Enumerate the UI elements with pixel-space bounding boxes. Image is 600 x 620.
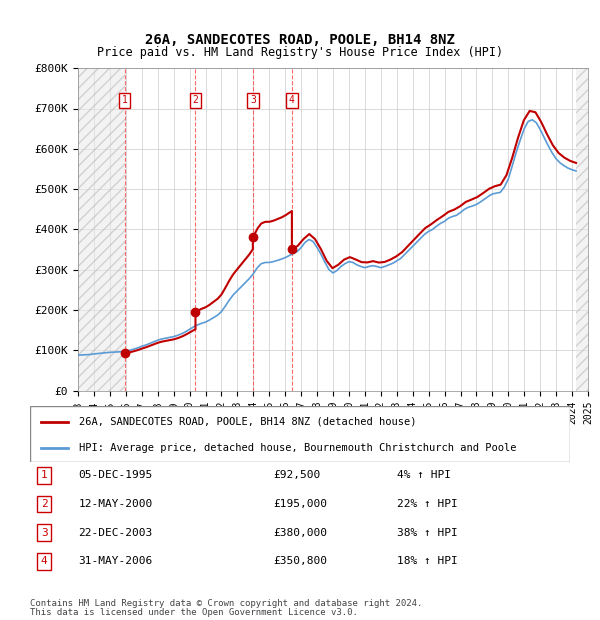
Text: 4: 4: [41, 556, 47, 566]
Text: 22-DEC-2003: 22-DEC-2003: [79, 528, 153, 538]
Text: This data is licensed under the Open Government Licence v3.0.: This data is licensed under the Open Gov…: [30, 608, 358, 617]
Text: £350,800: £350,800: [273, 556, 327, 566]
Text: £195,000: £195,000: [273, 499, 327, 509]
Text: 1: 1: [41, 471, 47, 480]
Text: 26A, SANDECOTES ROAD, POOLE, BH14 8NZ (detached house): 26A, SANDECOTES ROAD, POOLE, BH14 8NZ (d…: [79, 417, 416, 427]
Text: 3: 3: [250, 95, 256, 105]
Text: £92,500: £92,500: [273, 471, 320, 480]
Text: 1: 1: [122, 95, 127, 105]
Text: 18% ↑ HPI: 18% ↑ HPI: [397, 556, 458, 566]
Text: 12-MAY-2000: 12-MAY-2000: [79, 499, 153, 509]
Bar: [576, 68, 588, 391]
Text: 4% ↑ HPI: 4% ↑ HPI: [397, 471, 451, 480]
Text: 31-MAY-2006: 31-MAY-2006: [79, 556, 153, 566]
Text: Contains HM Land Registry data © Crown copyright and database right 2024.: Contains HM Land Registry data © Crown c…: [30, 600, 422, 608]
Text: 38% ↑ HPI: 38% ↑ HPI: [397, 528, 458, 538]
Text: 22% ↑ HPI: 22% ↑ HPI: [397, 499, 458, 509]
Text: 2: 2: [41, 499, 47, 509]
Text: HPI: Average price, detached house, Bournemouth Christchurch and Poole: HPI: Average price, detached house, Bour…: [79, 443, 516, 453]
FancyBboxPatch shape: [30, 406, 570, 462]
Text: 26A, SANDECOTES ROAD, POOLE, BH14 8NZ: 26A, SANDECOTES ROAD, POOLE, BH14 8NZ: [145, 33, 455, 47]
Text: Price paid vs. HM Land Registry's House Price Index (HPI): Price paid vs. HM Land Registry's House …: [97, 46, 503, 59]
Text: 2: 2: [193, 95, 199, 105]
Bar: [78, 68, 125, 391]
Text: 05-DEC-1995: 05-DEC-1995: [79, 471, 153, 480]
Text: 4: 4: [289, 95, 295, 105]
Text: 3: 3: [41, 528, 47, 538]
Text: £380,000: £380,000: [273, 528, 327, 538]
